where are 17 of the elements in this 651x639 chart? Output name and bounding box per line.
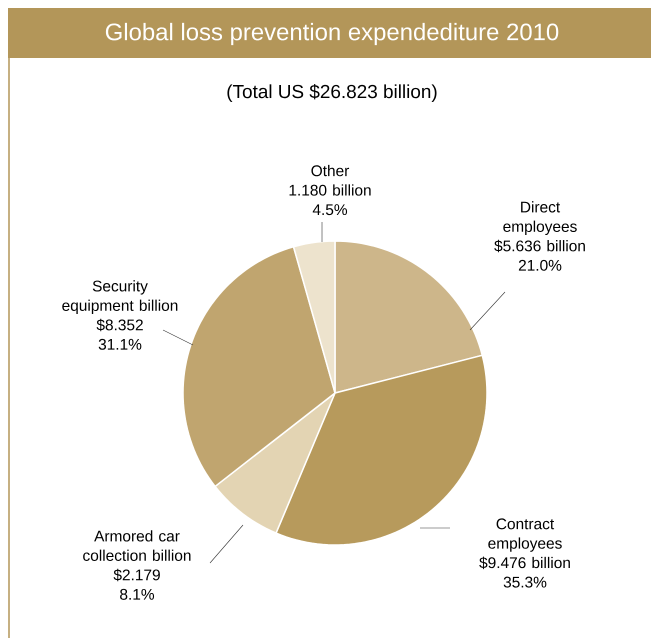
chart-subtitle: (Total US $26.823 billion) [227, 84, 437, 102]
data-label: $8.352 [96, 318, 143, 332]
data-label: $5.636 billion [494, 240, 585, 252]
data-label: $9.476 billion [479, 556, 570, 570]
data-label: 1.180 billion [290, 184, 371, 196]
slice-label: Contract employees [488, 518, 562, 552]
text: 21.0% [518, 260, 562, 271]
text: 8.1% [120, 589, 154, 600]
text: 4.5% [312, 204, 348, 216]
data-label: $2.179 [114, 568, 160, 582]
slice-label: Armored car collection billion [83, 530, 190, 562]
slice-label: Security equipment billion [62, 280, 178, 314]
chart-title: Global loss prevention expendediture 2010 [106, 22, 558, 46]
text: 35.3% [504, 576, 546, 588]
slice-label: Direct employees [503, 201, 577, 236]
text: 31.1% [98, 339, 142, 350]
slice-label: Other [311, 165, 350, 176]
